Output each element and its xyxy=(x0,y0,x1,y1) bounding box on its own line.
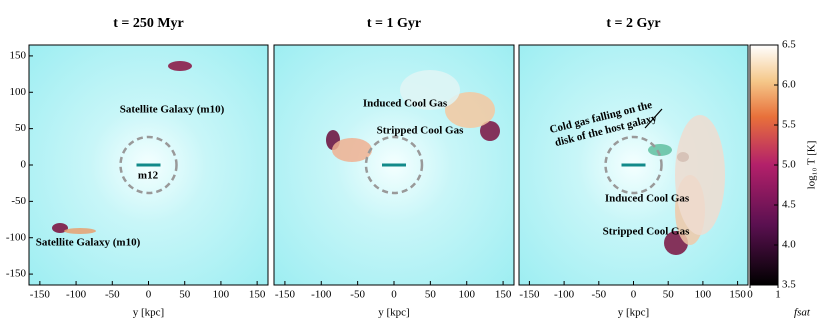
x-tick-label: 150 xyxy=(249,289,266,301)
x-tick-label: -150 xyxy=(30,289,51,301)
gas-blob xyxy=(168,61,192,71)
x-tick-label: -50 xyxy=(591,289,606,301)
gas-blob xyxy=(332,138,372,162)
annotation: Satellite Galaxy (m10) xyxy=(120,104,225,116)
colorbar-label: log₁₀ T [K] xyxy=(806,141,818,190)
y-tick-label: 0 xyxy=(21,159,27,171)
gas-blob xyxy=(64,228,96,234)
x-tick-label: 0 xyxy=(146,289,152,301)
x-tick-label: 150 xyxy=(495,289,512,301)
annotation: Stripped Cool Gas xyxy=(377,125,465,137)
x-axis-label: y [kpc] xyxy=(378,307,409,319)
host-disk xyxy=(382,163,406,167)
annotation: Induced Cool Gas xyxy=(605,193,690,205)
y-tick-label: 3.5 xyxy=(782,279,796,291)
x-tick-label: 0 xyxy=(391,289,397,301)
x-tick-label: 100 xyxy=(695,289,712,301)
x-tick-label: -100 xyxy=(554,289,575,301)
y-tick-label: 5.5 xyxy=(782,119,796,131)
y-tick-label: 6.5 xyxy=(782,39,796,51)
virial-circle xyxy=(364,135,424,195)
panel-title: t = 250 Myr xyxy=(113,16,184,31)
x-axis-label: y [kpc] xyxy=(618,307,649,319)
y-tick-label: -150 xyxy=(6,268,27,280)
annotation-arrow xyxy=(644,108,663,129)
colorbar xyxy=(749,44,779,286)
y-tick-label: -50 xyxy=(11,195,26,207)
annotation: m12 xyxy=(138,170,159,182)
x-tick-label: 100 xyxy=(458,289,475,301)
x-tick-label: -150 xyxy=(519,289,540,301)
x-tick-label: 100 xyxy=(213,289,230,301)
host-disk xyxy=(136,163,161,167)
virial-circle xyxy=(604,135,663,195)
panel-title: t = 1 Gyr xyxy=(367,16,421,31)
x-tick-label: 0 xyxy=(747,289,753,301)
y-tick-label: 100 xyxy=(10,86,27,98)
annotation: Satellite Galaxy (m10) xyxy=(36,237,141,249)
x-tick-label: 1 xyxy=(775,289,781,301)
x-axis-label: y [kpc] xyxy=(133,307,164,319)
x-tick-label: -50 xyxy=(105,289,120,301)
annotation: Stripped Cool Gas xyxy=(603,226,691,238)
x-tick-label: -100 xyxy=(66,289,87,301)
colorbar-x-label: fsat xyxy=(794,307,811,319)
gas-blob xyxy=(675,115,725,235)
annotation: Induced Cool Gas xyxy=(363,98,448,110)
x-tick-label: 50 xyxy=(425,289,437,301)
x-tick-label: 0 xyxy=(631,289,637,301)
gas-blob xyxy=(445,92,495,128)
panel-title: t = 2 Gyr xyxy=(606,16,660,31)
y-tick-label: 4.5 xyxy=(782,199,796,211)
y-tick-label: 4.0 xyxy=(782,239,796,251)
host-disk xyxy=(621,163,646,167)
x-tick-label: -150 xyxy=(275,289,296,301)
y-tick-label: 50 xyxy=(15,122,27,134)
gas-blob xyxy=(52,223,68,233)
y-tick-label: -100 xyxy=(6,231,27,243)
virial-circle xyxy=(119,135,178,195)
x-tick-label: 150 xyxy=(729,289,746,301)
x-tick-label: 50 xyxy=(179,289,191,301)
y-tick-label: 6.0 xyxy=(782,79,796,91)
gas-blob xyxy=(400,70,460,110)
x-tick-label: -50 xyxy=(350,289,365,301)
x-tick-label: 50 xyxy=(663,289,675,301)
x-tick-label: -100 xyxy=(311,289,332,301)
gas-blob xyxy=(480,121,500,141)
y-tick-label: 5.0 xyxy=(782,159,796,171)
y-tick-label: 150 xyxy=(10,49,27,61)
